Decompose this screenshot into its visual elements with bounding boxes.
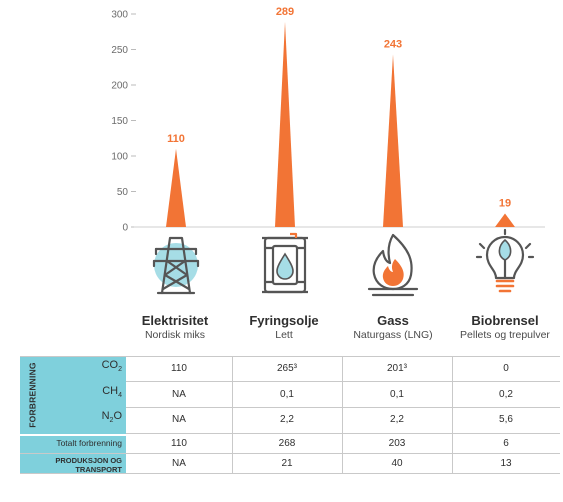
y-tick-label: 0 (122, 223, 128, 234)
table-cell: 21 (281, 458, 293, 469)
bar-biobrensel (495, 213, 515, 227)
table-cell: 40 (391, 458, 403, 469)
category-subtitle: Naturgass (LNG) (353, 329, 433, 341)
category-title: Elektrisitet (141, 313, 209, 328)
emissions-bar-chart: 0 50 100 150 200 250 300 110 289 243 19 (111, 6, 545, 297)
table-cell: 0 (503, 363, 509, 374)
y-tick-label: 200 (111, 81, 128, 92)
row-label-ch4: CH4 (102, 385, 122, 400)
table-cell: NA (172, 414, 186, 425)
category-title: Gass (377, 313, 409, 328)
y-tick-label: 250 (111, 45, 128, 56)
table-cell: 13 (500, 458, 512, 469)
table-cell: 0,1 (390, 389, 404, 400)
data-label: 19 (499, 198, 511, 210)
table-cell: 6 (503, 438, 509, 449)
gas-flame-icon (367, 233, 419, 297)
y-axis: 0 50 100 150 200 250 300 (111, 10, 136, 234)
table-cell: NA (172, 389, 186, 400)
data-label: 243 (384, 38, 402, 50)
table-cell: 0,2 (499, 389, 513, 400)
category-subtitle: Nordisk miks (144, 329, 206, 341)
table-cell: 268 (278, 438, 296, 449)
table-cell: 2,2 (390, 414, 404, 425)
y-tick-label: 50 (117, 187, 129, 198)
category-subtitle: Lett (275, 329, 293, 341)
table-cell: 203 (388, 438, 406, 449)
row-label-produksjon: PRODUKSJON OG TRANSPORT (55, 456, 122, 474)
table-cell: 201³ (386, 363, 407, 374)
y-tick-label: 300 (111, 10, 128, 21)
bars: 110 289 243 19 (166, 6, 515, 228)
bar-elektrisitet (166, 148, 186, 227)
data-label: 110 (167, 133, 185, 145)
category-icons (152, 228, 535, 297)
category-subtitle: Pellets og trepulver (460, 329, 550, 341)
table-cell: 2,2 (280, 414, 294, 425)
table-cell: 110 (171, 363, 187, 374)
category-label-fyringsolje: Fyringsolje Lett (219, 313, 349, 341)
bar-gass (383, 54, 403, 227)
category-label-gass: Gass Naturgass (LNG) (328, 313, 458, 341)
table-cell: 110 (171, 438, 187, 449)
table-cell: 5,6 (499, 414, 513, 425)
emissions-table: FORBRENNING CO2 CH4 N2O Totalt forbrenni… (20, 356, 560, 474)
data-label: 289 (276, 6, 294, 18)
table-cell: 265³ (276, 363, 297, 374)
y-tick-label: 150 (111, 116, 128, 127)
y-tick-label: 100 (111, 152, 128, 163)
category-label-biobrensel: Biobrensel Pellets og trepulver (440, 313, 563, 341)
category-label-elektrisitet: Elektrisitet Nordisk miks (110, 313, 240, 341)
category-title: Fyringsolje (249, 313, 319, 328)
bar-fyringsolje (275, 21, 295, 228)
power-pylon-icon (152, 236, 200, 295)
table-cell: NA (172, 458, 186, 469)
row-label-co2: CO2 (101, 359, 122, 374)
lightbulb-leaf-icon (475, 228, 535, 293)
category-title: Biobrensel (471, 313, 539, 328)
row-header-band (20, 356, 126, 474)
row-label-n2o: N2O (101, 410, 122, 425)
table-cell: 0,1 (280, 389, 294, 400)
row-label-totalt: Totalt forbrenning (56, 438, 122, 448)
oil-barrel-icon (262, 232, 308, 294)
